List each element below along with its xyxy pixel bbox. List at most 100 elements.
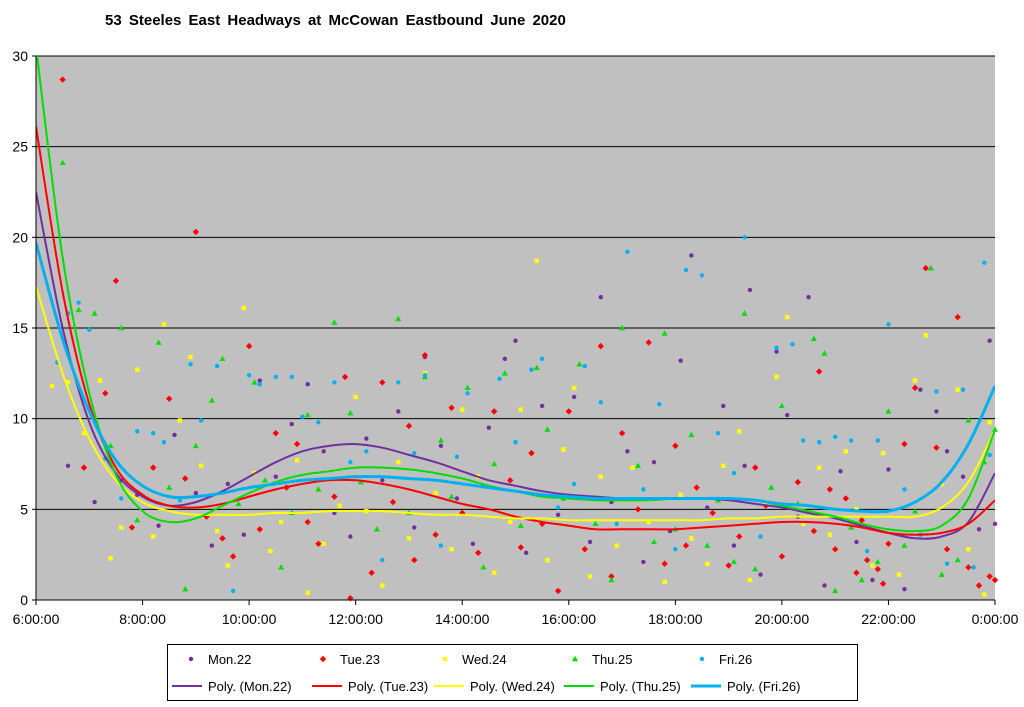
data-point xyxy=(794,478,802,486)
data-point xyxy=(618,429,626,437)
data-point xyxy=(901,440,908,448)
data-point xyxy=(747,287,753,293)
data-point xyxy=(321,449,326,454)
data-point xyxy=(742,463,747,469)
data-point xyxy=(304,518,311,526)
legend-item: Fri.26 xyxy=(689,647,752,671)
data-point xyxy=(305,382,310,387)
data-point xyxy=(826,486,834,493)
data-point xyxy=(555,512,561,517)
data-point xyxy=(107,442,114,449)
legend-item: Thu.25 xyxy=(562,647,632,671)
data-point xyxy=(454,496,460,501)
data-point xyxy=(278,564,285,570)
data-point xyxy=(608,573,615,580)
data-point xyxy=(102,390,109,397)
data-point xyxy=(246,372,252,378)
data-point xyxy=(209,543,215,548)
data-point xyxy=(902,487,907,492)
data-point xyxy=(587,574,593,579)
data-point xyxy=(118,324,125,331)
data-point xyxy=(810,527,818,535)
data-point xyxy=(396,459,401,465)
data-point xyxy=(874,558,881,565)
data-point xyxy=(801,438,806,443)
legend-line xyxy=(689,679,723,693)
data-point xyxy=(539,403,545,409)
data-point xyxy=(182,585,189,592)
data-point xyxy=(678,358,683,363)
data-point xyxy=(721,403,726,409)
data-point xyxy=(923,333,928,338)
legend-item: Poly. (Wed.24) xyxy=(432,674,555,698)
data-point xyxy=(188,362,193,367)
data-point xyxy=(966,547,971,552)
data-point xyxy=(918,387,923,392)
data-point xyxy=(785,314,790,320)
data-point xyxy=(331,493,338,500)
data-point xyxy=(598,294,603,300)
data-point xyxy=(736,533,743,540)
legend-marker-shape xyxy=(188,656,194,662)
data-point xyxy=(934,409,939,414)
data-point xyxy=(480,564,487,570)
legend-marker-shape xyxy=(319,655,327,663)
data-point xyxy=(960,387,966,392)
data-point xyxy=(449,547,454,552)
data-point xyxy=(858,517,866,524)
data-point xyxy=(991,576,999,584)
x-tick-label: 6:00:00 xyxy=(13,611,60,627)
data-point xyxy=(219,535,226,542)
data-point xyxy=(506,477,514,484)
data-point xyxy=(657,401,662,407)
data-point xyxy=(448,493,455,499)
data-point xyxy=(432,531,439,538)
data-point xyxy=(848,524,855,530)
data-point xyxy=(497,376,502,381)
legend-label: Poly. (Wed.24) xyxy=(470,678,555,694)
data-point xyxy=(992,521,998,527)
data-point xyxy=(268,548,273,554)
data-point xyxy=(864,548,870,554)
data-point xyxy=(838,469,843,474)
data-point xyxy=(554,587,562,595)
data-point xyxy=(885,408,892,414)
data-point xyxy=(348,534,353,539)
data-point xyxy=(641,487,646,492)
data-point xyxy=(634,506,642,513)
data-point xyxy=(886,322,891,327)
data-point xyxy=(177,498,183,503)
data-point xyxy=(768,484,775,490)
data-point xyxy=(214,363,220,369)
data-point xyxy=(533,364,540,371)
data-point xyxy=(806,294,811,300)
legend-line xyxy=(170,679,204,693)
data-point xyxy=(705,561,710,566)
data-point xyxy=(421,352,429,359)
data-point xyxy=(368,569,375,576)
data-point xyxy=(911,384,919,392)
data-point xyxy=(704,542,711,548)
data-point xyxy=(245,342,253,350)
data-point xyxy=(225,481,230,487)
data-point xyxy=(528,449,535,457)
data-point xyxy=(108,556,113,561)
y-tick-label: 15 xyxy=(12,320,28,336)
data-point xyxy=(683,267,689,273)
data-point xyxy=(396,409,401,414)
y-tick-label: 20 xyxy=(12,229,28,245)
data-point xyxy=(337,503,342,508)
data-point xyxy=(294,458,300,463)
data-point xyxy=(848,438,854,443)
x-tick-label: 20:00:00 xyxy=(755,611,810,627)
legend-row-trendlines: Poly. (Mon.22) Poly. (Tue.23) Poly. (Wed.2… xyxy=(168,674,857,698)
data-point xyxy=(278,519,284,525)
data-point xyxy=(412,450,417,456)
data-point xyxy=(181,475,189,482)
data-point xyxy=(672,442,679,450)
legend-item: Poly. (Thu.25) xyxy=(562,674,681,698)
data-point xyxy=(544,426,551,432)
data-point xyxy=(347,410,354,416)
data-point xyxy=(513,440,518,445)
data-point xyxy=(608,576,615,583)
